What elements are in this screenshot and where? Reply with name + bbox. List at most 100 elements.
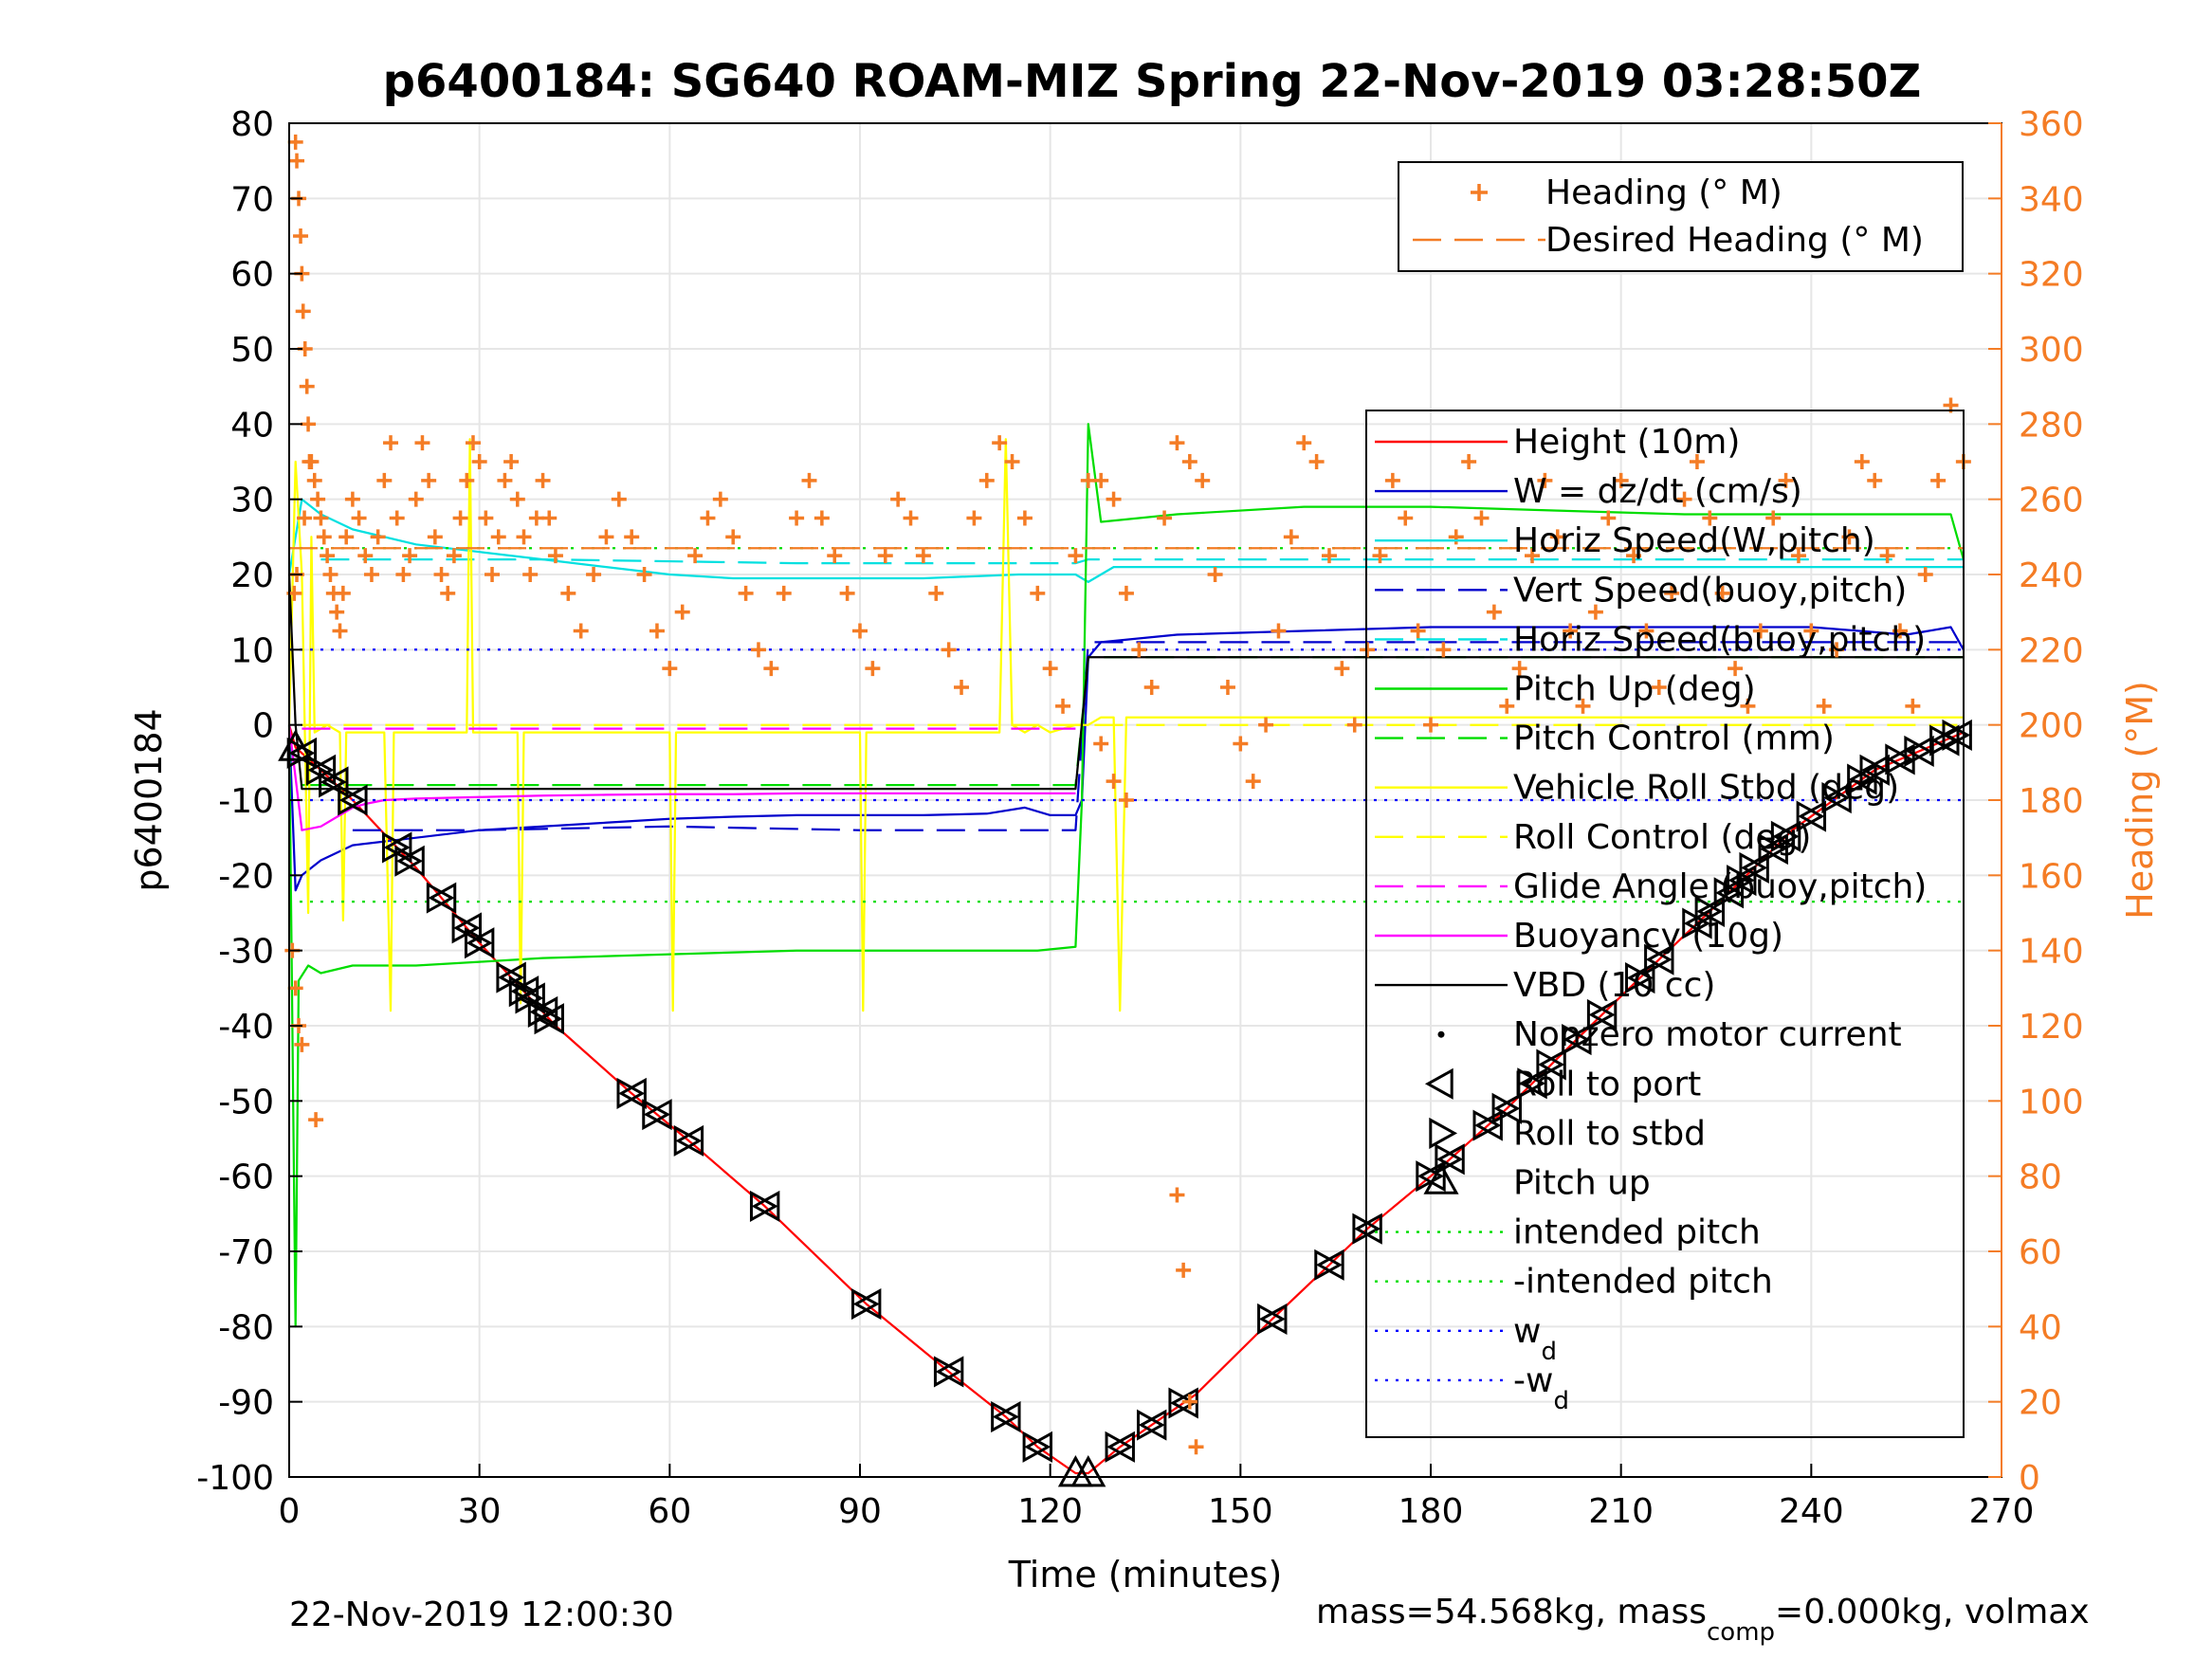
legend-label: -intended pitch [1513, 1263, 1773, 1302]
legend-entry: Pitch Control (mm) [1375, 720, 1835, 758]
legend-entry: Desired Heading (° M) [1413, 221, 1924, 260]
heading-point [316, 529, 332, 545]
legend-label: Pitch up [1513, 1164, 1651, 1203]
heading-point [1384, 472, 1400, 488]
y-tick-label: -40 [218, 1008, 274, 1047]
y-tick-label: -30 [218, 933, 274, 972]
heading-point [389, 510, 405, 526]
heading-point [322, 567, 338, 582]
heading-point [1093, 736, 1109, 752]
heading-point [522, 567, 539, 582]
series-line [287, 438, 1964, 1012]
marker-roll-stbd [1694, 895, 1724, 927]
legend-heading-box [1398, 161, 1964, 272]
legend-swatch [1437, 1030, 1445, 1038]
y-right-tick-label: 180 [2019, 782, 2084, 821]
x-tick-label: 210 [1588, 1492, 1654, 1531]
marker-roll-stbd [749, 1190, 778, 1222]
marker-roll-port [1538, 1048, 1566, 1081]
heading-point [1372, 548, 1388, 564]
legend-label: Horiz Speed(W,pitch) [1513, 521, 1875, 560]
legend-label: Horiz Speed(buoy,pitch) [1513, 620, 1926, 659]
marker-roll-stbd [1586, 998, 1616, 1031]
marker-roll-stbd [1770, 820, 1800, 852]
legend-label-sub: d [1541, 1338, 1557, 1366]
heading-point [308, 1112, 324, 1128]
marker-roll-stbd [1517, 1067, 1546, 1100]
heading-point [738, 585, 754, 601]
heading-point [302, 454, 318, 469]
marker-roll-stbd [426, 882, 455, 914]
axes-ticks: 0 30 60 90 120 150 180 210 240 270 80 70 60 50 40 30 20 1… [196, 105, 2083, 1531]
heading-point [1728, 661, 1744, 677]
marker-roll-port [1861, 754, 1890, 786]
legend-entry: Vehicle Roll Stbd (deg) [1375, 769, 1899, 808]
marker-roll-port [992, 1400, 1021, 1433]
heading-point [1423, 717, 1438, 733]
heading-point [287, 134, 303, 150]
heading-point [1118, 585, 1134, 601]
heading-point [421, 472, 437, 488]
heading-point [1118, 793, 1134, 808]
heading-point [662, 661, 678, 677]
legend-entry: intended pitch [1375, 1213, 1761, 1252]
heading-point [297, 510, 313, 526]
heading-point [1714, 585, 1730, 601]
heading-point [1525, 548, 1541, 564]
heading-point [1016, 510, 1033, 526]
heading-point [1816, 698, 1832, 714]
heading-point [1664, 585, 1680, 601]
marker-roll-port [1354, 1212, 1382, 1245]
y-right-tick-label: 40 [2019, 1308, 2062, 1347]
legend-entry: Horiz Speed(buoy,pitch) [1375, 620, 1926, 659]
marker-roll-port [428, 882, 457, 914]
legend-label: Vehicle Roll Stbd (deg) [1513, 769, 1899, 808]
heading-point [1308, 454, 1325, 469]
legend-label: Height (10m) [1513, 423, 1740, 462]
heading-point [490, 529, 506, 545]
heading-point [1176, 1262, 1192, 1278]
y-tick-label: -20 [218, 857, 274, 896]
marker-roll-stbd [1796, 800, 1825, 832]
heading-point [1188, 1439, 1204, 1455]
marker-roll-port [1823, 782, 1852, 814]
heading-point [1740, 698, 1756, 714]
marker-roll-port [1944, 719, 1972, 751]
marker-roll-stbd [933, 1356, 962, 1388]
heading-point [789, 510, 805, 526]
heading-point [1638, 623, 1654, 639]
heading-point [1207, 567, 1223, 582]
heading-point [459, 472, 475, 488]
legend-main-box [1365, 410, 1965, 1438]
heading-point [1334, 661, 1350, 677]
heading-point [433, 567, 449, 582]
heading-point [954, 680, 970, 695]
y-right-tick-label: 280 [2019, 406, 2084, 445]
heading-point [1219, 680, 1235, 695]
heading-point [503, 454, 520, 469]
marker-roll-port [1645, 943, 1674, 975]
heading-point [357, 548, 374, 564]
heading-point [287, 980, 303, 996]
y-right-tick-label: 300 [2019, 331, 2084, 370]
heading-point [1499, 698, 1515, 714]
y-tick-label: -100 [196, 1459, 274, 1498]
series-line [287, 574, 1964, 791]
x-tick-label: 270 [1969, 1492, 2035, 1531]
legend-label: Nonzero motor current [1513, 1015, 1902, 1054]
y-right-tick-label: 80 [2019, 1158, 2062, 1197]
series-line [287, 423, 1965, 1328]
marker-roll-port [338, 784, 368, 816]
legend-entry: -intended pitch [1375, 1263, 1773, 1302]
y-right-tick-label: 220 [2019, 631, 2084, 670]
marker-roll-port [498, 961, 526, 994]
y-right-tick-label: 260 [2019, 482, 2084, 520]
series-line [287, 724, 1965, 1475]
y-tick-label: -70 [218, 1233, 274, 1272]
legend-entry: wd [1375, 1312, 1557, 1366]
y-tick-label: 60 [230, 256, 274, 295]
legend-heading: Heading (° M) Desired Heading (° M) [1398, 161, 1964, 272]
marker-roll-stbd [1136, 1409, 1165, 1441]
legend-entry: Glide Angle (buoy,pitch) [1375, 867, 1927, 906]
legend-entry: Pitch Up (deg) [1375, 670, 1756, 709]
